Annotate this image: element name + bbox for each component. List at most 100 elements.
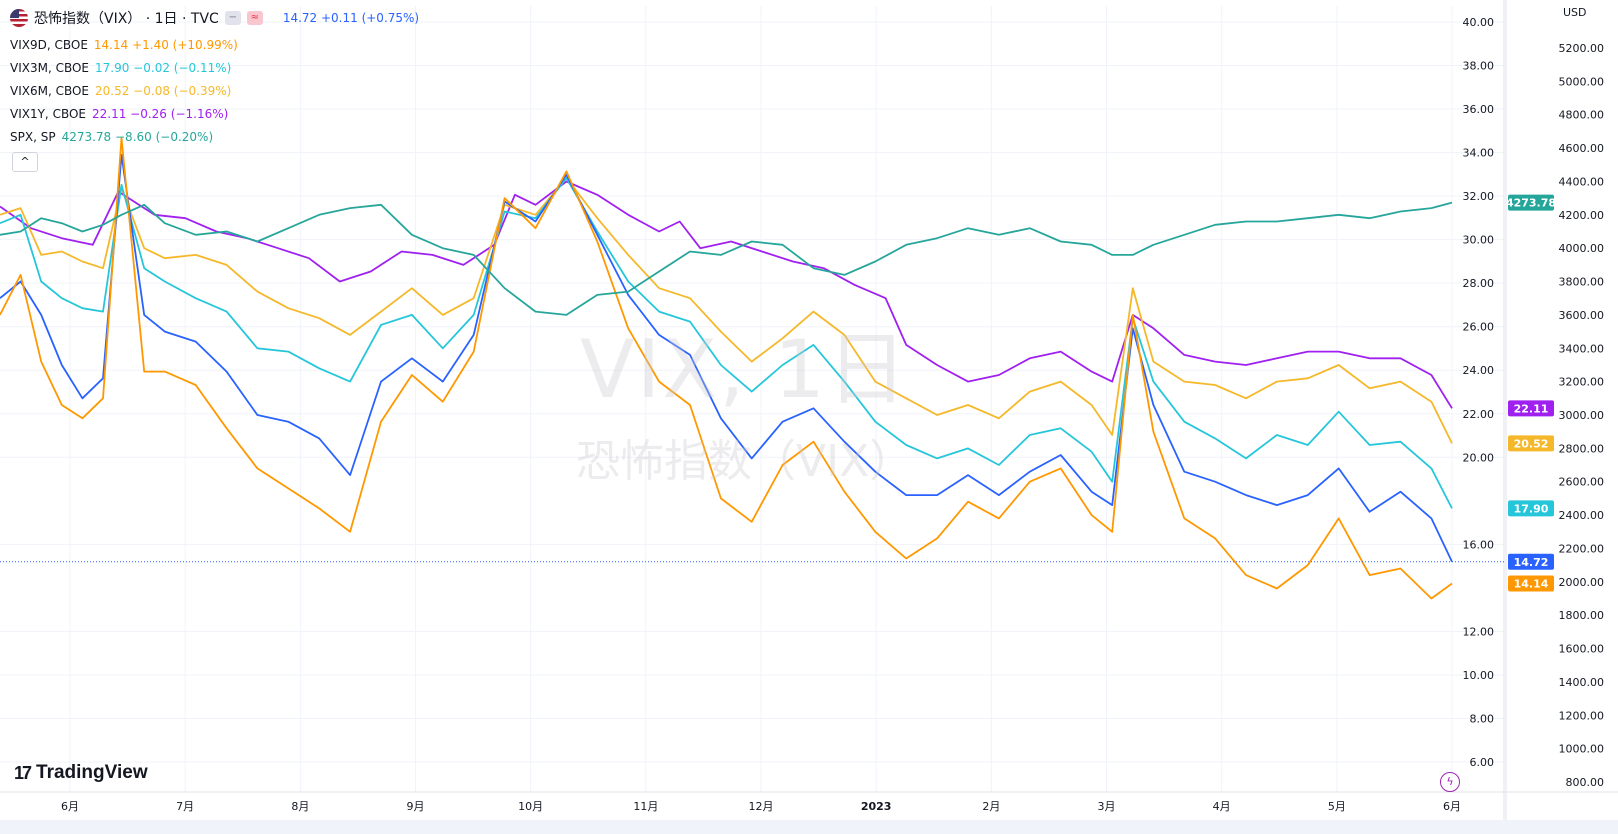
outer-axis-tick-label: 3600.00 xyxy=(1559,309,1605,322)
series-line-vix6m xyxy=(0,177,1453,444)
outer-axis-tick-label: 3400.00 xyxy=(1559,342,1605,355)
legend-value: 4273.78 −8.60 (−0.20%) xyxy=(61,130,214,144)
series-line-vix9d xyxy=(0,137,1453,600)
right-axis-tick-label: 10.00 xyxy=(1463,669,1495,682)
legend-name: VIX9D, CBOE xyxy=(10,38,88,52)
minimize-button[interactable]: − xyxy=(224,11,241,25)
outer-axis-tick-label: 2400.00 xyxy=(1559,509,1605,522)
right-axis-tick-label: 40.00 xyxy=(1463,16,1495,29)
outer-axis-tick-label: 5200.00 xyxy=(1559,42,1605,55)
last-value-badge xyxy=(1508,553,1554,570)
right-axis-tick-label: 12.00 xyxy=(1463,625,1495,638)
tradingview-text: TradingView xyxy=(36,762,148,783)
outer-axis-tick-label: 1200.00 xyxy=(1559,709,1605,722)
right-axis-tick-label: 16.00 xyxy=(1463,538,1495,551)
outer-axis-tick-label: 2600.00 xyxy=(1559,476,1605,489)
right-axis-tick-label: 24.00 xyxy=(1463,364,1495,377)
legend-name: VIX3M, CBOE xyxy=(10,61,90,75)
x-axis-tick-label: 2月 xyxy=(982,800,1000,813)
legend-row-vix1y[interactable]: VIX1Y, CBOE 22.11 −0.26 (−1.16%) xyxy=(10,107,228,121)
outer-axis-tick-label: 3000.00 xyxy=(1559,409,1605,422)
outer-axis-tick-label: 3200.00 xyxy=(1559,376,1605,389)
outer-axis-tick-label: 2200.00 xyxy=(1559,542,1605,555)
right-axis-tick-label: 6.00 xyxy=(1470,756,1495,769)
x-axis-tick-label: 3月 xyxy=(1098,800,1116,813)
outer-axis-tick-label: 2000.00 xyxy=(1559,576,1605,589)
x-axis-tick-label: 4月 xyxy=(1213,800,1231,813)
outer-axis-tick-label: 1800.00 xyxy=(1559,609,1605,622)
last-value-badge xyxy=(1508,500,1554,517)
tradingview-logo[interactable]: 17 TradingView xyxy=(14,762,148,784)
legend-value: 20.52 −0.08 (−0.39%) xyxy=(95,84,232,98)
right-axis-tick-label: 30.00 xyxy=(1463,234,1495,247)
last-value-label: 22.11 xyxy=(1514,402,1549,415)
right-axis-tick-label: 20.00 xyxy=(1463,451,1495,464)
bolt-icon[interactable]: ϟ xyxy=(1440,772,1460,792)
last-value-label: 4273.78 xyxy=(1506,197,1556,210)
last-value-label: 17.90 xyxy=(1514,502,1549,515)
x-axis-tick-label: 10月 xyxy=(518,800,543,813)
series-line-spx xyxy=(0,201,1453,316)
watermark-name: 恐怖指数（VIX） xyxy=(576,436,914,487)
legend-name: VIX1Y, CBOE xyxy=(10,107,86,121)
right-axis-tick-label: 8.00 xyxy=(1470,712,1495,725)
legend-name: VIX6M, CBOE xyxy=(10,84,90,98)
right-axis-tick-label: 36.00 xyxy=(1463,103,1495,116)
x-axis-tick-label: 7月 xyxy=(176,800,194,813)
last-value-label: 14.14 xyxy=(1514,577,1549,590)
outer-axis-tick-label: 4000.00 xyxy=(1559,242,1605,255)
right-axis-tick-label: 22.00 xyxy=(1463,408,1495,421)
right-axis-tick-label: 26.00 xyxy=(1463,321,1495,334)
last-value-badge xyxy=(1508,575,1554,592)
watermark-symbol: VIX, 1日 xyxy=(580,323,909,416)
right-axis-tick-label: 28.00 xyxy=(1463,277,1495,290)
legend-name: SPX, SP xyxy=(10,130,56,144)
legend-row-vix6m[interactable]: VIX6M, CBOE 20.52 −0.08 (−0.39%) xyxy=(10,84,231,98)
us-flag-icon xyxy=(10,9,28,27)
approx-button[interactable]: ≈ xyxy=(246,11,263,25)
last-value-badge xyxy=(1508,400,1554,417)
chart-header: 恐怖指数（VIX） · 1日 · TVC − ≈ 14.72 +0.11 (+0… xyxy=(10,8,419,28)
outer-axis-tick-label: 3800.00 xyxy=(1559,276,1605,289)
legend-value: 14.14 +1.40 (+10.99%) xyxy=(93,38,238,52)
last-value-badge xyxy=(1508,435,1554,452)
main-quote: 14.72 +0.11 (+0.75%) xyxy=(282,11,420,25)
x-axis-tick-label: 9月 xyxy=(407,800,425,813)
x-axis-tick-label: 6月 xyxy=(61,800,79,813)
outer-axis-tick-label: 4600.00 xyxy=(1559,142,1605,155)
legend-row-vix9d[interactable]: VIX9D, CBOE 14.14 +1.40 (+10.99%) xyxy=(10,38,238,52)
right-axis-tick-label: 38.00 xyxy=(1463,60,1495,73)
legend-value: 22.11 −0.26 (−1.16%) xyxy=(92,107,229,121)
outer-axis-tick-label: 4200.00 xyxy=(1559,209,1605,222)
outer-axis-tick-label: 4400.00 xyxy=(1559,175,1605,188)
outer-axis-tick-label: 1000.00 xyxy=(1559,743,1605,756)
outer-axis-tick-label: 1600.00 xyxy=(1559,643,1605,656)
bottom-scrollbar xyxy=(0,820,1618,834)
legend-value: 17.90 −0.02 (−0.11%) xyxy=(95,61,232,75)
outer-axis-tick-label: 5000.00 xyxy=(1559,75,1605,88)
x-axis-tick-label: 8月 xyxy=(291,800,309,813)
currency-label[interactable]: USD xyxy=(1563,6,1587,19)
symbol-title[interactable]: 恐怖指数（VIX） · 1日 · TVC xyxy=(34,11,219,27)
series-line-vix xyxy=(0,153,1453,563)
last-value-label: 20.52 xyxy=(1514,437,1549,450)
outer-axis-tick-label: 4800.00 xyxy=(1559,109,1605,122)
outer-axis-tick-label: 2800.00 xyxy=(1559,442,1605,455)
legend-row-spx[interactable]: SPX, SP 4273.78 −8.60 (−0.20%) xyxy=(10,130,213,144)
outer-axis-tick-label: 800.00 xyxy=(1566,776,1605,789)
outer-axis-tick-label: 1400.00 xyxy=(1559,676,1605,689)
series-line-vix3m xyxy=(0,177,1453,509)
last-value-label: 14.72 xyxy=(1514,556,1549,569)
x-axis-tick-label: 2023 xyxy=(861,800,892,813)
x-axis-tick-label: 12月 xyxy=(749,800,774,813)
right-axis-tick-label: 34.00 xyxy=(1463,147,1495,160)
tradingview-mark-icon: 17 xyxy=(14,762,32,783)
last-value-badge xyxy=(1508,194,1554,211)
collapse-legend-button[interactable]: ^ xyxy=(12,152,38,172)
x-axis-tick-label: 5月 xyxy=(1328,800,1346,813)
right-axis-tick-label: 32.00 xyxy=(1463,190,1495,203)
legend-row-vix3m[interactable]: VIX3M, CBOE 17.90 −0.02 (−0.11%) xyxy=(10,61,231,75)
x-axis-tick-label: 11月 xyxy=(633,800,658,813)
